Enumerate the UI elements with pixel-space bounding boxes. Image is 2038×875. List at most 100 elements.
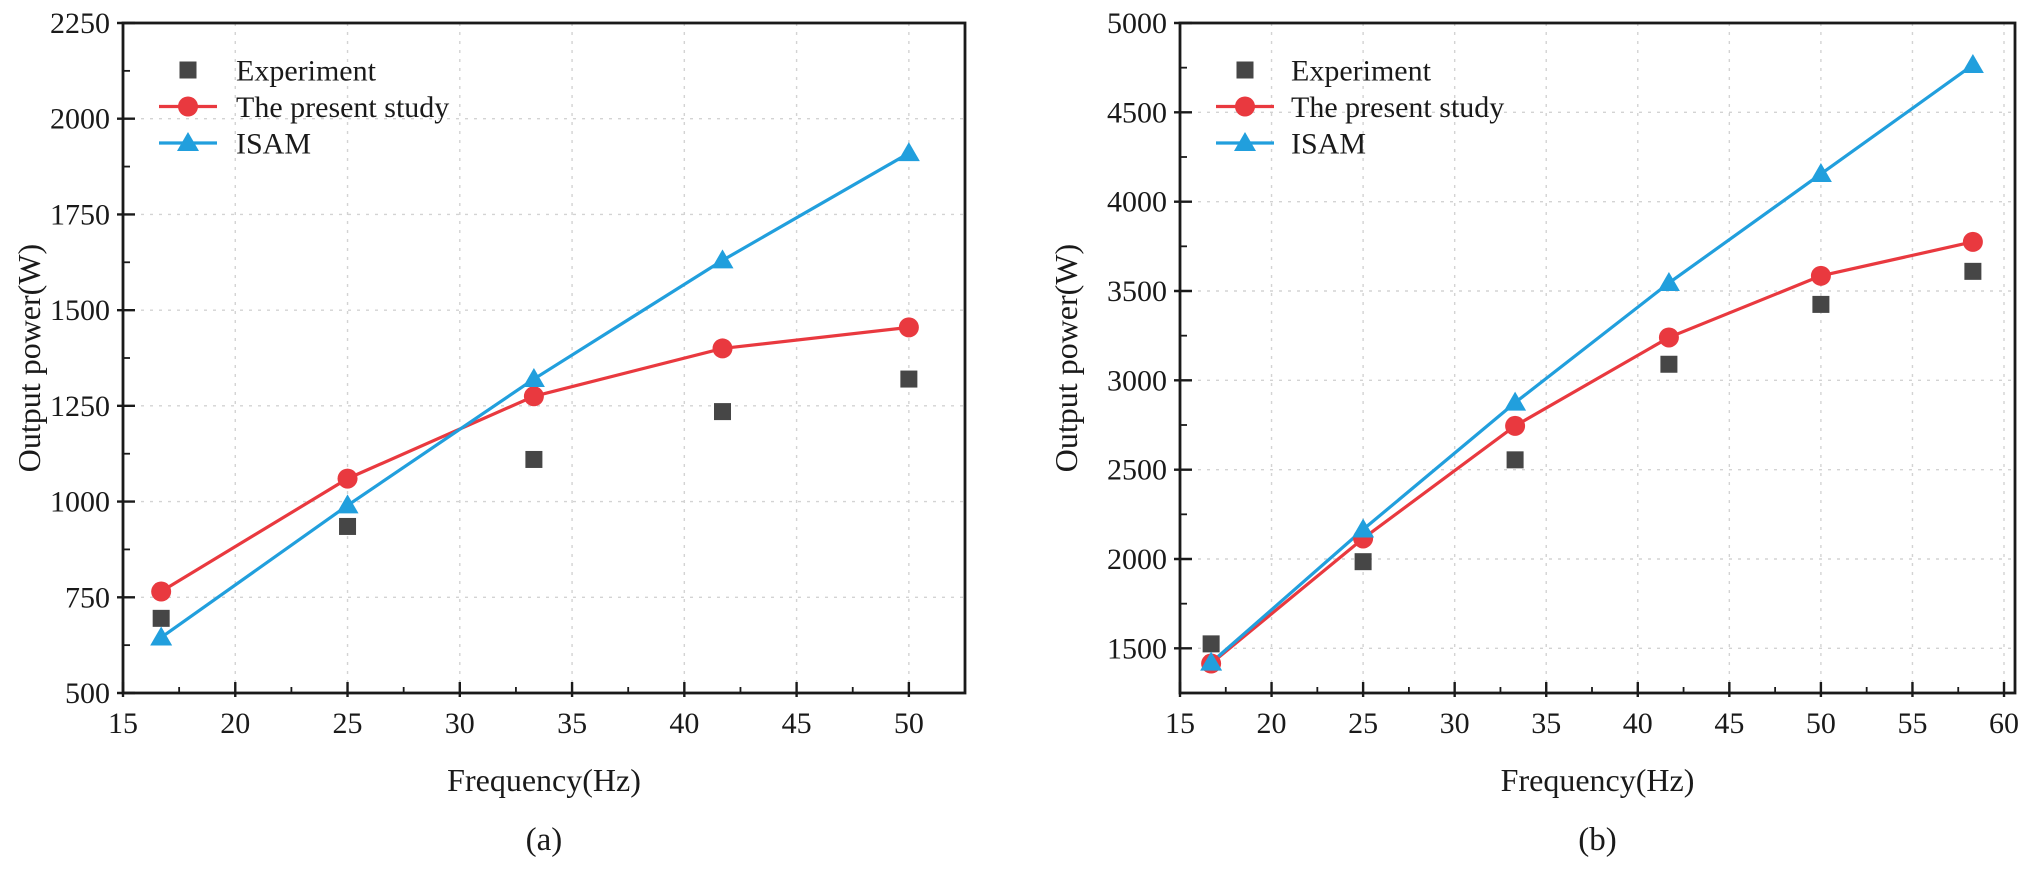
legend-label: The present study — [236, 91, 449, 124]
y-tick-label: 1000 — [50, 486, 110, 519]
data-point-marker — [1506, 451, 1524, 469]
legend-label: Experiment — [236, 55, 377, 88]
data-point-marker — [1660, 355, 1678, 373]
y-tick-label: 1500 — [1107, 632, 1167, 665]
data-point-marker — [1657, 271, 1680, 291]
series-markers-2 — [150, 142, 920, 646]
x-tick-label: 60 — [1989, 707, 2019, 740]
y-tick-label: 1500 — [50, 294, 110, 327]
chart-caption: (a) — [526, 822, 563, 858]
data-point-marker — [1352, 518, 1375, 538]
data-point-marker — [898, 317, 919, 338]
x-tick-label: 30 — [445, 707, 475, 740]
data-point-marker — [1964, 262, 1982, 280]
series-markers-0 — [152, 370, 918, 627]
x-tick-label: 15 — [108, 707, 138, 740]
y-tick-label: 4500 — [1107, 96, 1167, 129]
ticks — [1174, 21, 2006, 697]
y-tick-label: 500 — [65, 677, 110, 710]
x-tick-label: 20 — [1257, 707, 1287, 740]
series-markers-0 — [1202, 262, 1982, 653]
x-tick-label: 35 — [1531, 707, 1561, 740]
x-axis-title: Frequency(Hz) — [1501, 762, 1695, 798]
data-point-marker — [1810, 265, 1831, 286]
x-tick-label: 50 — [1806, 707, 1836, 740]
series-line-2 — [1210, 63, 1974, 664]
data-point-marker — [1200, 651, 1223, 671]
x-tick-label: 35 — [557, 707, 587, 740]
series-markers-1 — [1201, 231, 1983, 674]
legend-marker — [1236, 61, 1254, 79]
chart-a: 15 20 25 30 35 40 45 50 500 750 1000 1250 1500 1750 20… — [11, 7, 967, 858]
data-point-marker — [1962, 231, 1983, 252]
ticks — [117, 21, 911, 697]
legend-marker — [179, 61, 197, 79]
series-markers-2 — [1200, 53, 1984, 671]
y-tick-label: 5000 — [1107, 7, 1167, 40]
data-point-marker — [151, 581, 172, 602]
y-axis-title: Output power(W) — [1048, 244, 1084, 472]
chart-panel-a: 15 20 25 30 35 40 45 50 500 750 1000 1250 1500 1750 20… — [0, 0, 1019, 870]
y-tick-label: 3500 — [1107, 275, 1167, 308]
y-tick-label: 4000 — [1107, 186, 1167, 219]
data-point-marker — [1961, 53, 1984, 73]
legend-marker — [177, 132, 199, 151]
grid — [1180, 23, 2015, 693]
y-tick-label: 1750 — [50, 198, 110, 231]
data-point-marker — [714, 403, 732, 421]
y-tick-label: 2000 — [50, 103, 110, 136]
minor-ticks — [1180, 66, 1960, 693]
data-point-marker — [1812, 295, 1830, 313]
data-point-marker — [897, 142, 920, 162]
data-point-marker — [150, 626, 173, 646]
series-line-1 — [1210, 240, 1974, 665]
data-point-marker — [336, 494, 359, 514]
y-tick-label: 3000 — [1107, 364, 1167, 397]
legend-label: ISAM — [1291, 128, 1366, 161]
grid — [123, 23, 965, 693]
y-tick-label: 2000 — [1107, 543, 1167, 576]
x-tick-label: 50 — [894, 707, 924, 740]
x-axis-title: Frequency(Hz) — [447, 762, 641, 798]
x-tick-label: 40 — [1623, 707, 1653, 740]
data-point-marker — [522, 368, 545, 388]
chart-b: 15 20 25 30 35 40 45 50 55 60 1500 2000 2500 3000 3500… — [1048, 7, 2019, 858]
data-point-marker — [339, 517, 357, 535]
x-tick-label: 20 — [220, 707, 250, 740]
legend-label: The present study — [1291, 91, 1504, 124]
x-tick-label: 15 — [1165, 707, 1195, 740]
x-tick-label: 40 — [669, 707, 699, 740]
x-tick-label: 55 — [1897, 707, 1927, 740]
data-point-marker — [1809, 162, 1832, 182]
data-point-marker — [900, 370, 918, 388]
y-tick-label: 2500 — [1107, 454, 1167, 487]
data-point-marker — [1354, 553, 1372, 571]
chart-panel-b: 15 20 25 30 35 40 45 50 55 60 1500 2000 2500 3000 3500… — [1019, 0, 2038, 870]
x-tick-label: 30 — [1440, 707, 1470, 740]
legend-label: ISAM — [236, 128, 311, 161]
data-point-marker — [711, 249, 734, 269]
data-point-marker — [1505, 415, 1526, 436]
data-point-marker — [152, 609, 170, 627]
data-point-marker — [523, 386, 544, 407]
x-tick-label: 25 — [1348, 707, 1378, 740]
x-tick-label: 45 — [1714, 707, 1744, 740]
series-markers-1 — [151, 317, 919, 602]
data-point-marker — [525, 450, 543, 468]
data-point-marker — [1202, 635, 1220, 653]
legend-label: Experiment — [1291, 55, 1432, 88]
axis-frame — [1178, 21, 2017, 695]
chart-caption: (b) — [1578, 822, 1616, 858]
legend-marker — [1235, 96, 1255, 117]
minor-ticks — [123, 69, 854, 693]
x-tick-label: 25 — [333, 707, 363, 740]
legend-marker — [178, 96, 198, 117]
data-point-marker — [1504, 391, 1527, 411]
legend-marker — [1234, 132, 1256, 151]
y-tick-label: 1250 — [50, 390, 110, 423]
data-point-marker — [1658, 327, 1679, 348]
y-tick-label: 750 — [65, 581, 110, 614]
